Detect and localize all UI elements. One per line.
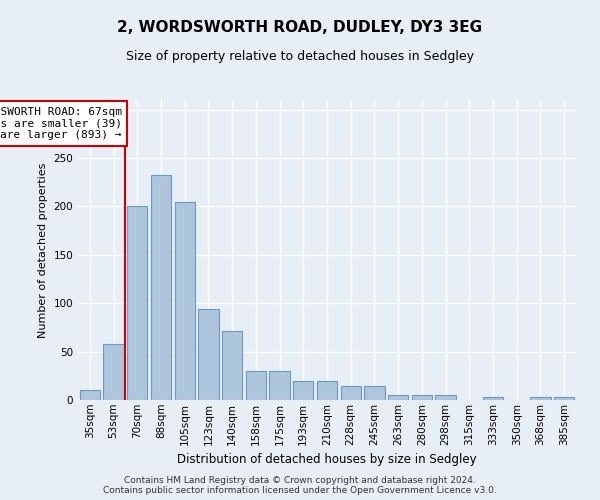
Bar: [151, 174, 171, 400]
Bar: [364, 386, 385, 400]
Bar: [269, 371, 290, 400]
Bar: [388, 395, 408, 400]
Bar: [175, 202, 195, 400]
Bar: [554, 397, 574, 400]
Bar: [293, 380, 313, 400]
Bar: [436, 395, 455, 400]
Text: Contains HM Land Registry data © Crown copyright and database right 2024.
Contai: Contains HM Land Registry data © Crown c…: [103, 476, 497, 495]
Bar: [80, 390, 100, 400]
Bar: [199, 309, 218, 400]
Bar: [317, 380, 337, 400]
Y-axis label: Number of detached properties: Number of detached properties: [38, 162, 48, 338]
Bar: [483, 397, 503, 400]
Bar: [246, 371, 266, 400]
Bar: [530, 397, 551, 400]
Bar: [103, 344, 124, 400]
X-axis label: Distribution of detached houses by size in Sedgley: Distribution of detached houses by size …: [177, 453, 477, 466]
Bar: [127, 206, 148, 400]
Text: 2 WORDSWORTH ROAD: 67sqm
← 4% of detached houses are smaller (39)
95% of semi-de: 2 WORDSWORTH ROAD: 67sqm ← 4% of detache…: [0, 107, 122, 140]
Text: Size of property relative to detached houses in Sedgley: Size of property relative to detached ho…: [126, 50, 474, 63]
Bar: [222, 332, 242, 400]
Text: 2, WORDSWORTH ROAD, DUDLEY, DY3 3EG: 2, WORDSWORTH ROAD, DUDLEY, DY3 3EG: [118, 20, 482, 35]
Bar: [412, 395, 432, 400]
Bar: [341, 386, 361, 400]
